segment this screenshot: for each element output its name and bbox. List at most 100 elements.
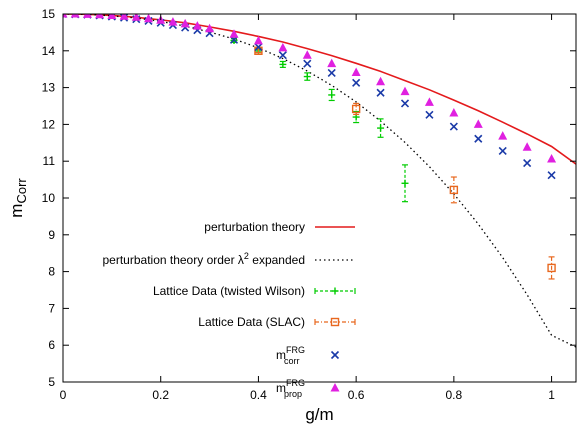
series-5 [63,14,557,163]
data-point [302,50,312,59]
errorbar-point [303,72,311,81]
data-point [205,23,215,33]
data-point [180,18,190,28]
plot-area [63,14,576,348]
data-point [449,122,458,131]
legend-entry: perturbation theory order λ2 expanded [103,251,355,267]
data-point [474,134,483,143]
perturbation-curve [63,14,576,165]
data-point [449,185,459,195]
legend-label: mFRG prop [276,378,305,399]
data-point [376,88,385,97]
data-point [168,17,178,26]
x-tick-label: 0.6 [348,388,365,402]
data-point [70,14,80,18]
data-point [303,73,311,81]
data-point [131,14,141,21]
y-axis-label-base: m [7,204,26,218]
data-point [424,97,434,106]
data-point [523,158,532,168]
data-point [192,21,202,30]
legend-entry: Lattice Data (twisted Wilson) [153,284,356,298]
legend-label: Lattice Data (SLAC) [198,315,305,329]
x-tick-label: 0.4 [250,388,267,402]
data-point [95,14,105,19]
data-point [119,14,129,20]
data-point [449,107,459,117]
data-point [376,76,386,86]
series-0 [63,14,576,165]
data-point [473,119,483,128]
series-4 [63,14,556,180]
data-point [498,131,508,140]
legend-entry: mFRG prop [276,378,340,399]
errorbar-point [377,118,385,138]
data-point [352,78,361,87]
legend-label: mFRG corr [276,345,305,366]
errorbar-point [351,102,361,116]
y-tick-label: 12 [42,117,56,131]
legend: perturbation theory perturbation theory o… [103,220,356,399]
data-point [253,35,263,45]
errorbar-point [547,256,556,280]
legend-entry: perturbation theory [204,220,355,234]
y-tick-label: 11 [43,154,56,168]
x-tick-label: 1 [548,388,555,402]
data-point [401,179,409,187]
data-point [351,67,361,77]
y-tick-label: 5 [48,375,55,389]
data-point [522,142,532,151]
data-point [498,146,507,155]
expanded-curve [63,14,576,348]
x-axis-label: g/m [305,405,333,424]
x-tick-label: 0.2 [152,388,169,402]
plot-frame [62,13,577,383]
data-point [400,99,410,108]
data-point [278,51,287,60]
data-point [400,86,410,96]
legend-marker [331,287,339,295]
y-tick-label: 8 [48,265,55,279]
data-point [547,153,557,163]
series-2 [230,36,409,203]
data-point [107,14,117,19]
y-axis-label-sub: Corr [14,178,29,204]
errorbar-point [279,60,287,68]
data-point [377,124,385,132]
y-tick-label: 13 [42,81,56,95]
legend-marker [330,350,340,360]
y-axis-label: mCorr [7,178,29,218]
legend-marker [330,383,340,392]
y-tick-label: 15 [42,7,56,21]
data-point [327,58,337,68]
errorbar-point [449,176,459,204]
legend-entry: Lattice Data (SLAC) [198,315,356,329]
data-point [547,263,556,273]
x-tick-label: 0 [60,388,67,402]
data-point [547,171,556,180]
x-tick-label: 0.8 [446,388,463,402]
data-point [328,91,336,99]
y-tick-label: 6 [48,338,55,352]
y-tick-label: 7 [48,301,55,315]
data-point [144,14,153,23]
legend-label: perturbation theory order λ2 expanded [103,251,306,267]
data-point [82,14,92,18]
errorbar-point [401,164,409,203]
legend-entry: mFRG corr [276,345,340,366]
axis-labels-layer: g/m mCorr [7,178,334,424]
data-point [278,42,288,52]
data-point [63,14,68,18]
legend-marker [330,317,340,327]
y-tick-label: 14 [42,44,56,58]
data-point [351,104,361,114]
series-1 [63,14,576,348]
data-point [327,68,336,77]
legend-label: perturbation theory [204,220,305,234]
y-tick-label: 9 [48,228,55,242]
data-point [229,29,239,38]
series-layer [63,14,576,348]
